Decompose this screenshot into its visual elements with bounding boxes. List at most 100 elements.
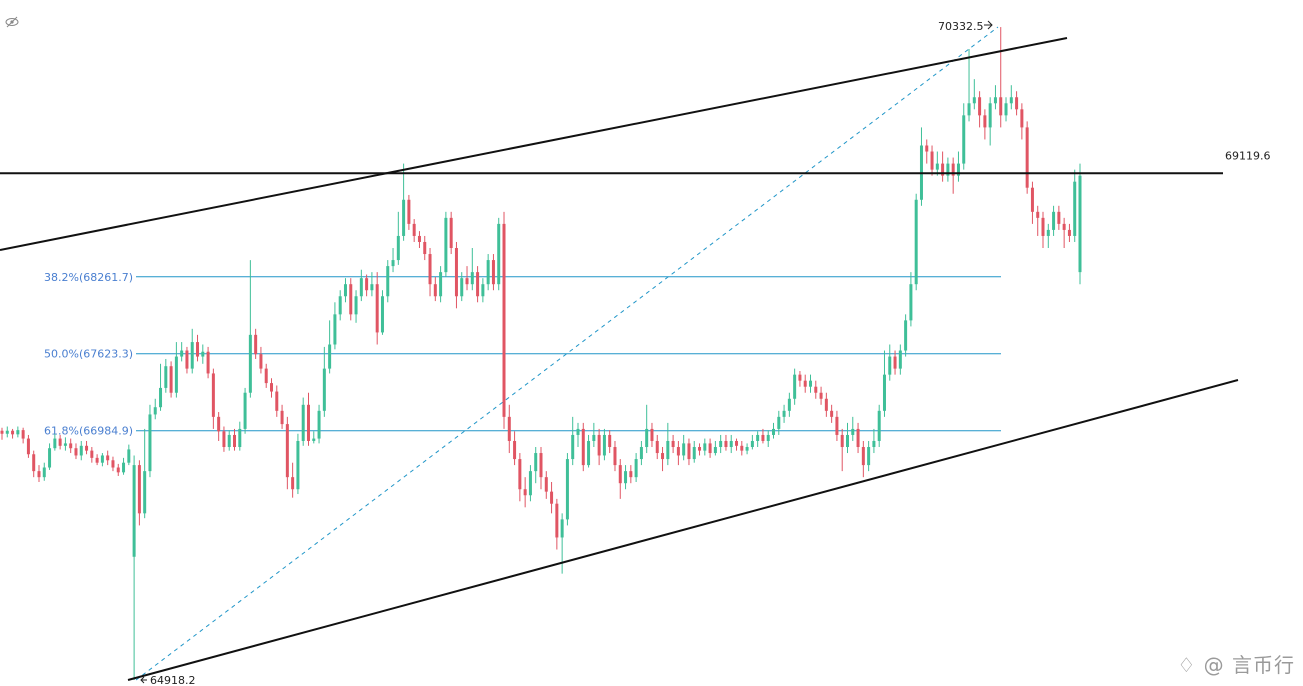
candle-body bbox=[148, 414, 152, 472]
candle-body bbox=[285, 424, 289, 478]
candle bbox=[745, 443, 749, 455]
candle bbox=[629, 465, 633, 484]
candle-body bbox=[618, 465, 622, 484]
candle bbox=[21, 427, 25, 444]
candle-body bbox=[502, 223, 506, 417]
candle bbox=[349, 278, 353, 321]
candle bbox=[565, 453, 569, 526]
candle bbox=[402, 163, 406, 241]
candle bbox=[153, 398, 157, 420]
candle-body bbox=[602, 434, 606, 456]
candle-body bbox=[698, 447, 702, 451]
eye-hide-icon[interactable] bbox=[4, 15, 20, 29]
candle bbox=[735, 438, 739, 451]
candle bbox=[661, 447, 665, 472]
candle bbox=[782, 404, 786, 423]
candle bbox=[296, 433, 300, 495]
candle-body bbox=[962, 115, 966, 164]
candle bbox=[291, 462, 295, 498]
candle-body bbox=[772, 428, 776, 435]
candle bbox=[233, 428, 237, 451]
candle-body bbox=[951, 163, 955, 176]
candle-body bbox=[164, 366, 168, 388]
candle-body bbox=[37, 471, 41, 478]
candle-body bbox=[872, 440, 876, 448]
candle bbox=[999, 27, 1003, 128]
candle-body bbox=[386, 266, 390, 297]
candle bbox=[380, 290, 384, 335]
candle bbox=[227, 430, 231, 451]
candle-body bbox=[21, 430, 25, 439]
candle bbox=[148, 404, 152, 478]
candle bbox=[243, 387, 247, 434]
candle bbox=[1020, 103, 1024, 140]
candle-body bbox=[85, 445, 89, 451]
candle-body bbox=[941, 163, 945, 176]
candle bbox=[597, 428, 601, 466]
candle bbox=[576, 422, 580, 448]
candle bbox=[809, 374, 812, 393]
candle bbox=[264, 363, 268, 388]
candle-body bbox=[449, 217, 453, 249]
candle-body bbox=[761, 434, 765, 441]
candle bbox=[396, 211, 400, 265]
candle-body bbox=[106, 455, 110, 461]
candle bbox=[69, 438, 73, 454]
candle-body bbox=[90, 450, 94, 458]
candle bbox=[650, 422, 654, 448]
candle-body bbox=[624, 471, 628, 484]
candle-body bbox=[243, 392, 247, 429]
candle bbox=[74, 443, 78, 460]
candle-body bbox=[132, 465, 136, 557]
candle bbox=[560, 513, 564, 574]
candle bbox=[423, 235, 427, 261]
candle-body bbox=[909, 284, 913, 321]
candle-body bbox=[370, 284, 374, 291]
candle bbox=[618, 459, 622, 499]
candle bbox=[750, 434, 754, 450]
candle-body bbox=[1036, 211, 1040, 218]
candle bbox=[333, 302, 337, 350]
candle bbox=[407, 194, 411, 230]
candle-body bbox=[814, 386, 818, 393]
candle-body bbox=[576, 428, 580, 435]
candle-body bbox=[925, 145, 929, 152]
candle bbox=[1057, 205, 1061, 230]
candle-body bbox=[185, 350, 189, 369]
candle bbox=[211, 368, 215, 429]
candle-body bbox=[983, 115, 987, 128]
candle bbox=[1067, 223, 1071, 242]
candlestick-series bbox=[0, 27, 1082, 681]
candle-body bbox=[645, 428, 649, 448]
candle-body bbox=[550, 491, 554, 504]
candle bbox=[608, 430, 612, 454]
candle bbox=[951, 157, 955, 194]
candle bbox=[206, 346, 210, 379]
candle-body bbox=[1009, 97, 1013, 104]
candle bbox=[507, 404, 511, 454]
candle-body bbox=[476, 272, 480, 297]
candle-body bbox=[571, 434, 575, 460]
low-arrow-icon bbox=[140, 676, 147, 684]
candle bbox=[63, 437, 67, 451]
candle-body bbox=[692, 447, 696, 460]
candle-body bbox=[153, 407, 157, 415]
candle-body bbox=[180, 350, 184, 357]
candle-body bbox=[639, 447, 643, 460]
candle-body bbox=[497, 223, 501, 285]
candle-body bbox=[201, 351, 205, 357]
candle bbox=[571, 416, 575, 466]
candle-body bbox=[613, 447, 617, 466]
candle-body bbox=[523, 489, 527, 496]
candle-body bbox=[867, 447, 871, 466]
candle-body bbox=[196, 342, 200, 357]
candle-body bbox=[1004, 103, 1008, 116]
candle bbox=[756, 431, 760, 448]
candle-body bbox=[766, 434, 770, 441]
candle-body bbox=[306, 404, 310, 441]
candle-body bbox=[264, 368, 268, 384]
candle bbox=[122, 457, 126, 475]
candle bbox=[666, 422, 670, 466]
candle-body bbox=[629, 471, 633, 478]
candle bbox=[1078, 163, 1082, 285]
